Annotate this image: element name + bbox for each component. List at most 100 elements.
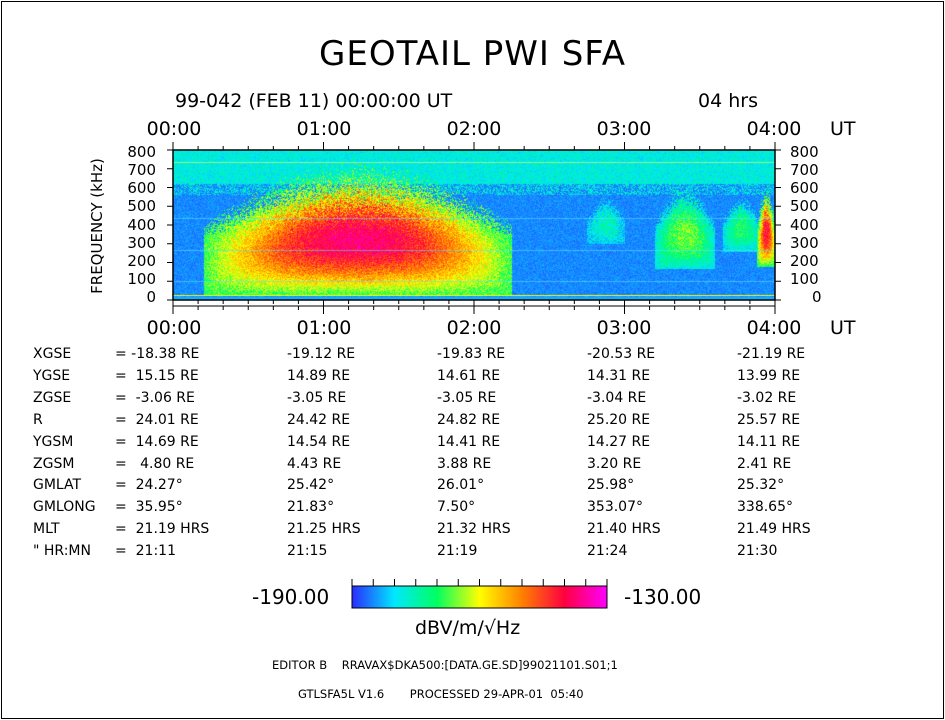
- ephemeris-value: 21.49 HRS: [737, 521, 811, 538]
- ephemeris-value: 21.40 HRS: [587, 521, 661, 538]
- footer-editor-line: EDITOR B RRAVAX$DKA500:[DATA.GE.SD]99021…: [272, 658, 618, 672]
- ephemeris-label: YGSE: [33, 367, 71, 384]
- top-time-label-3: 03:00: [596, 118, 652, 140]
- ephemeris-label: ZGSE: [33, 389, 72, 406]
- ephemeris-value: 13.99 RE: [737, 367, 801, 384]
- y-tick-right-400: 400: [790, 216, 819, 234]
- ephemeris-label: YGSM: [33, 433, 74, 450]
- span-label: 04 hrs: [698, 90, 758, 112]
- ephemeris-value: 25.20 RE: [587, 411, 651, 428]
- y-tick-right-800: 800: [790, 143, 819, 161]
- ephemeris-value: -3.04 RE: [587, 389, 647, 406]
- y-tick-left-300: 300: [127, 234, 156, 252]
- ephemeris-value: = -18.38 RE: [115, 346, 200, 362]
- ephemeris-value: 14.54 RE: [287, 433, 351, 450]
- y-tick-left-700: 700: [127, 161, 156, 179]
- y-tick-right-700: 700: [790, 161, 819, 179]
- ephemeris-value: 4.43 RE: [287, 455, 342, 472]
- top-time-label-2: 02:00: [446, 118, 502, 140]
- top-time-label-4: 04:00: [746, 118, 802, 140]
- ephemeris-label: MLT: [33, 521, 60, 538]
- ephemeris-value: -3.05 RE: [437, 389, 497, 406]
- bottom-ut-label: UT: [830, 317, 856, 339]
- ephemeris-value: 338.65°: [737, 499, 793, 516]
- y-tick-left-400: 400: [127, 216, 156, 234]
- bottom-time-label-4: 04:00: [746, 317, 802, 339]
- ephemeris-value: = 4.80 RE: [115, 455, 195, 472]
- ephemeris-value: -19.12 RE: [287, 346, 356, 362]
- ephemeris-value: 14.41 RE: [437, 433, 501, 450]
- top-time-label-1: 01:00: [296, 118, 352, 140]
- y-tick-right-100: 100: [790, 270, 819, 288]
- ephemeris-value: 21:24: [587, 543, 628, 560]
- ephemeris-value: 14.61 RE: [437, 367, 501, 384]
- ephemeris-value: 21:19: [437, 543, 478, 560]
- ephemeris-label: GMLAT: [33, 477, 82, 494]
- ephemeris-value: = 21:11: [115, 543, 176, 560]
- ephemeris-value: 25.98°: [587, 477, 635, 494]
- colorbar-unit-label: dBV/m/√Hz: [415, 617, 521, 639]
- ephemeris-value: 21.83°: [287, 499, 335, 516]
- y-tick-left-0: 0: [146, 288, 156, 306]
- ephemeris-value: 14.89 RE: [287, 367, 351, 384]
- ephemeris-value: 24.82 RE: [437, 411, 501, 428]
- ephemeris-value: 26.01°: [437, 477, 485, 494]
- ephemeris-value: = 24.01 RE: [115, 411, 199, 428]
- bottom-time-label-0: 00:00: [146, 317, 202, 339]
- ephemeris-value: 21:15: [287, 543, 328, 560]
- ephemeris-value: 21.25 HRS: [287, 521, 361, 538]
- y-tick-left-100: 100: [127, 270, 156, 288]
- y-axis-title: FREQUENCY (kHz): [88, 158, 106, 294]
- ephemeris-value: = 35.95°: [115, 499, 183, 516]
- ephemeris-value: -20.53 RE: [587, 346, 656, 362]
- ephemeris-value: 14.27 RE: [587, 433, 651, 450]
- top-ut-label: UT: [830, 118, 856, 140]
- y-tick-right-500: 500: [790, 197, 819, 215]
- y-tick-left-600: 600: [127, 179, 156, 197]
- colorbar-min-label: -190.00: [252, 585, 330, 609]
- ephemeris-value: 2.41 RE: [737, 455, 792, 472]
- ephemeris-value: 25.42°: [287, 477, 335, 494]
- ephemeris-value: 3.20 RE: [587, 455, 642, 472]
- y-tick-right-200: 200: [790, 252, 819, 270]
- bottom-time-label-1: 01:00: [296, 317, 352, 339]
- ephemeris-value: 3.88 RE: [437, 455, 492, 472]
- y-tick-right-300: 300: [790, 234, 819, 252]
- y-tick-right-0: 0: [812, 288, 822, 306]
- colorbar-max-label: -130.00: [624, 585, 702, 609]
- ephemeris-label: GMLONG: [33, 499, 96, 516]
- y-tick-left-200: 200: [127, 252, 156, 270]
- ephemeris-label: " HR:MN: [33, 543, 91, 560]
- ephemeris-value: -3.05 RE: [287, 389, 347, 406]
- ephemeris-value: = -3.06 RE: [115, 389, 195, 406]
- ephemeris-value: -21.19 RE: [737, 346, 806, 362]
- y-tick-right-600: 600: [790, 179, 819, 197]
- ephemeris-value: 7.50°: [437, 499, 476, 516]
- ephemeris-value: 21:30: [737, 543, 778, 560]
- ephemeris-label: XGSE: [33, 346, 72, 362]
- ephemeris-value: = 14.69 RE: [115, 433, 199, 450]
- date-label: 99-042 (FEB 11) 00:00:00 UT: [175, 90, 453, 112]
- spectrogram-plot: [173, 150, 775, 300]
- bottom-time-label-2: 02:00: [446, 317, 502, 339]
- footer-processed-line: GTLSFA5L V1.6 PROCESSED 29-APR-01 05:40: [298, 687, 584, 701]
- bottom-time-label-3: 03:00: [596, 317, 652, 339]
- top-time-label-0: 00:00: [146, 118, 202, 140]
- ephemeris-label: ZGSM: [33, 455, 75, 472]
- ephemeris-value: 25.32°: [737, 477, 785, 494]
- ephemeris-label: R: [33, 411, 43, 428]
- ephemeris-value: = 21.19 HRS: [115, 521, 210, 538]
- y-tick-left-800: 800: [127, 143, 156, 161]
- ephemeris-value: 14.11 RE: [737, 433, 801, 450]
- ephemeris-value: 24.42 RE: [287, 411, 351, 428]
- plot-title: GEOTAIL PWI SFA: [319, 34, 626, 74]
- ephemeris-value: -19.83 RE: [437, 346, 506, 362]
- ephemeris-value: -3.02 RE: [737, 389, 797, 406]
- ephemeris-value: 25.57 RE: [737, 411, 801, 428]
- ephemeris-value: 353.07°: [587, 499, 643, 516]
- ephemeris-value: 14.31 RE: [587, 367, 651, 384]
- y-tick-left-500: 500: [127, 197, 156, 215]
- ephemeris-value: = 15.15 RE: [115, 367, 199, 384]
- ephemeris-value: = 24.27°: [115, 477, 183, 494]
